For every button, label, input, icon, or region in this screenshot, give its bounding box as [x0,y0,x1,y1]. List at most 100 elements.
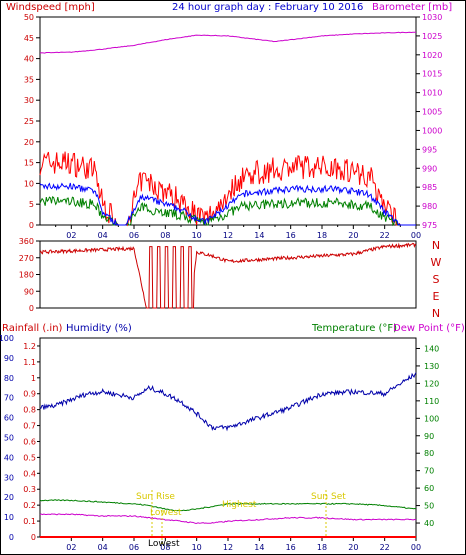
wind-tick-label: 45 [24,34,34,43]
time-tick-label: 04 [98,543,108,552]
wind-tick-label: 5 [29,200,34,209]
graph-title: 24 hour graph day : February 10 2016 [172,2,363,13]
barometer-tick-label: 1030 [422,13,442,22]
rain-tick-label: 0.7 [23,422,36,431]
time-tick-label: 10 [192,231,202,240]
compass-label-n1: N [432,239,440,252]
barometer-tick-label: 1015 [422,70,442,79]
wind-tick-label: 50 [24,13,34,22]
temperature-tick-label: 140 [424,344,439,353]
barometer-tick-label: 990 [422,164,437,173]
wind-avg-line [39,182,416,226]
barometer-tick-label: 985 [422,183,437,192]
humidity-tick-label: 90 [4,354,14,363]
humidity-tick-label: 100 [0,334,14,343]
humidity-line [39,372,417,432]
time-tick-label: 12 [223,543,233,552]
direction-tick-label: 180 [19,271,34,280]
rain-humidity-temp-chart: 0 0.1 0.2 0.3 0.4 0.5 0.6 0.7 0.8 0.9 1 1.1 1.2 0 10 2… [0,334,439,552]
compass-label-s: S [433,273,440,286]
barometer-tick-label: 980 [422,202,437,211]
time-tick-label: 16 [286,543,296,552]
time-tick-label: 16 [286,231,296,240]
rain-tick-label: 1 [31,374,36,383]
temperature-tick-label: 90 [424,432,434,441]
lowest-dew-label: Lowest [148,539,180,549]
dewpoint-axis-title: Dew Point (°F) [393,323,465,334]
sunset-label: Sun Set [311,492,346,502]
humidity-tick-label: 20 [4,493,14,502]
time-tick-label: 08 [160,543,170,552]
time-tick-label: 18 [317,231,327,240]
temperature-axis-title: Temperature (°F) [311,323,397,334]
temperature-tick-label: 120 [424,379,439,388]
wind-gust-line [39,151,416,227]
bottom-series [39,372,417,538]
rain-tick-label: 0.6 [23,437,36,446]
temperature-axis: 40 50 60 70 80 90 100 110 120 130 140 [416,344,439,528]
sunrise-label: Sun Rise [136,492,175,502]
time-tick-label: 02 [66,543,76,552]
time-tick-label: 20 [348,231,358,240]
wind-tick-label: 35 [24,75,34,84]
direction-tick-label: 270 [19,254,34,263]
temperature-tick-label: 70 [424,467,434,476]
barometer-line [39,31,416,54]
temperature-tick-label: 60 [424,484,434,493]
time-tick-label: 14 [254,231,264,240]
time-tick-label: 00 [411,231,421,240]
wind-tick-label: 25 [24,117,34,126]
humidity-axis-title: Humidity (%) [66,323,132,334]
temperature-tick-label: 100 [424,414,439,423]
time-tick-label: 14 [254,543,264,552]
time-tick-label: 04 [98,231,108,240]
rain-tick-label: 0.4 [23,469,36,478]
wind-tick-label: 10 [24,179,34,188]
rain-tick-label: 0.9 [23,390,36,399]
barometer-tick-label: 1000 [422,126,442,135]
rain-tick-label: 0.5 [23,453,36,462]
sun-annotations: Sun Rise Sun Set Lowest Highest Lowest [136,490,346,549]
direction-tick-label: 90 [24,287,34,296]
humidity-tick-label: 70 [4,394,14,403]
humidity-tick-label: 60 [4,414,14,423]
wind-axis-title: Windspeed [mph] [6,2,95,13]
direction-axis: 0 90 180 270 360 [19,237,40,313]
time-tick-label: 02 [66,231,76,240]
time-tick-label: 18 [317,543,327,552]
wind-tick-label: 15 [24,159,34,168]
temperature-tick-label: 80 [424,449,434,458]
rain-tick-label: 0.1 [23,517,36,526]
humidity-tick-label: 80 [4,374,14,383]
time-tick-label: 08 [160,231,170,240]
humidity-axis: 0 10 20 30 40 50 60 70 80 90 100 [0,334,14,542]
temperature-line [39,499,417,512]
temperature-tick-label: 130 [424,362,439,371]
wind-tick-label: 0 [29,221,34,230]
time-axis-bottom: 02 04 06 08 10 12 14 16 18 20 22 00 [66,537,421,552]
highest-temp-label: Highest [222,500,257,510]
time-tick-label: 12 [223,231,233,240]
rain-tick-label: 0 [31,533,36,542]
compass-label-n2: N [432,307,440,320]
wind-axis: 0 5 10 15 20 25 30 35 40 45 50 [24,13,40,230]
humidity-tick-label: 10 [4,513,14,522]
barometer-tick-label: 1020 [422,51,442,60]
barometer-axis: 975 980 985 990 995 1000 1005 1010 1015 1020 1025 1… [416,13,442,230]
rain-tick-label: 1.2 [23,342,36,351]
direction-tick-label: 0 [29,304,34,313]
barometer-tick-label: 1005 [422,108,442,117]
barometer-axis-title: Barometer [mb] [372,2,452,13]
time-tick-label: 22 [380,231,390,240]
humidity-tick-label: 0 [9,533,14,542]
barometer-tick-label: 1010 [422,89,442,98]
barometer-tick-label: 1025 [422,32,442,41]
barometer-tick-label: 995 [422,145,437,154]
time-tick-label: 22 [380,543,390,552]
lowest-temp-label: Lowest [150,508,182,518]
humidity-tick-label: 40 [4,453,14,462]
time-tick-label: 00 [411,543,421,552]
